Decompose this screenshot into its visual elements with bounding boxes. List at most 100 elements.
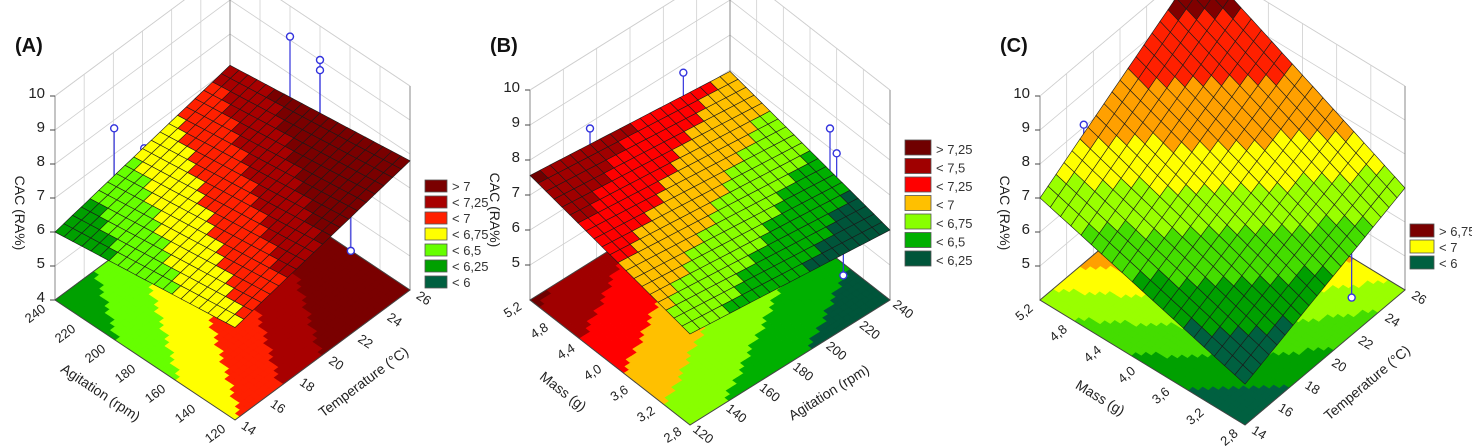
legend-label: < 6,25 xyxy=(936,253,973,268)
legend-label: < 6,75 xyxy=(452,227,489,242)
legend-swatch xyxy=(424,243,448,257)
y-tick-label: 220 xyxy=(857,317,883,342)
y-tick-label: 26 xyxy=(414,288,434,309)
legend: > 7,25< 7,5< 7,25< 7< 6,75< 6,5< 6,25 xyxy=(904,139,973,268)
z-tick-label: 5 xyxy=(37,255,45,272)
legend-swatch xyxy=(424,211,448,225)
wall-gridline-z xyxy=(529,0,891,91)
y-tick-label: 16 xyxy=(1276,400,1296,420)
y-axis-title: Temperature (°C) xyxy=(1321,342,1413,424)
y-tick-label: 24 xyxy=(1382,310,1402,330)
y-tick-label: 22 xyxy=(355,331,375,352)
y-tick-label: 16 xyxy=(268,396,288,417)
z-tick-label: 4 xyxy=(37,289,45,306)
z-tick-label: 10 xyxy=(503,79,520,96)
legend-label: < 6,5 xyxy=(936,235,965,250)
z-tick-label: 9 xyxy=(37,119,45,136)
legend-swatch xyxy=(424,259,448,273)
z-tick-label: 5 xyxy=(512,254,520,271)
y-tick-label: 14 xyxy=(239,418,259,439)
x-tick-label: 4,0 xyxy=(581,361,604,383)
response-surface xyxy=(529,71,891,335)
z-tick-label: 6 xyxy=(37,221,45,238)
legend-swatch xyxy=(904,232,932,248)
x-tick-label: 140 xyxy=(172,401,198,426)
design-point xyxy=(315,55,325,65)
surface-cell xyxy=(225,314,245,328)
x-tick-label: 2,8 xyxy=(661,424,684,446)
z-tick-label: 10 xyxy=(1013,85,1030,102)
z-tick-label: 8 xyxy=(1022,153,1030,170)
legend-label: < 7,5 xyxy=(936,161,965,176)
legend-swatch xyxy=(904,250,932,267)
legend: > 7< 7,25< 7< 6,75< 6,5< 6,25< 6 xyxy=(424,179,489,290)
legend-label: < 6 xyxy=(452,275,470,290)
y-tick-label: 22 xyxy=(1356,332,1376,352)
legend-label: > 7,25 xyxy=(936,142,973,157)
response-surface xyxy=(54,64,411,328)
y-tick-label: 180 xyxy=(790,359,816,384)
design-point xyxy=(285,32,295,41)
response-surface xyxy=(1039,0,1406,385)
legend-label: < 6,5 xyxy=(452,243,481,258)
z-tick-label: 6 xyxy=(512,219,520,236)
legend-swatch xyxy=(424,227,448,241)
legend-swatch xyxy=(904,195,932,211)
y-tick-label: 14 xyxy=(1249,422,1269,442)
x-tick-label: 180 xyxy=(112,361,138,386)
design-point xyxy=(839,271,848,280)
legend-label: < 7,25 xyxy=(452,195,489,210)
y-tick-label: 140 xyxy=(723,401,749,426)
y-tick-label: 20 xyxy=(326,353,346,374)
z-tick-label: 8 xyxy=(37,153,45,170)
wall-gridline-z xyxy=(529,0,891,91)
y-tick-label: 18 xyxy=(1302,377,1322,397)
x-axis-title: Mass (g) xyxy=(1073,377,1128,419)
y-tick-label: 26 xyxy=(1409,287,1429,307)
surface-cell xyxy=(681,320,701,335)
panel-label: (A) xyxy=(15,35,43,57)
z-tick-label: 9 xyxy=(1022,119,1030,136)
z-tick-label: 7 xyxy=(37,187,45,204)
x-tick-label: 3,6 xyxy=(1149,384,1172,407)
z-tick-label: 8 xyxy=(512,149,520,166)
design-point xyxy=(315,65,325,75)
design-point xyxy=(1079,120,1088,129)
design-point xyxy=(825,124,835,133)
y-tick-label: 240 xyxy=(890,296,916,321)
legend-swatch xyxy=(904,139,932,156)
z-axis: 4 5 6 7 8 9 10 CAC (RA%) xyxy=(12,85,55,306)
z-axis-title: CAC (RA%) xyxy=(12,176,28,251)
legend-label: > 7 xyxy=(452,179,470,194)
design-point xyxy=(346,246,356,256)
x-tick-label: 4,4 xyxy=(1081,342,1104,365)
design-point xyxy=(109,124,119,133)
x-tick-label: 5,2 xyxy=(1012,301,1035,324)
x-tick-label: 2,8 xyxy=(1217,426,1240,446)
x-tick-label: 4,8 xyxy=(1046,321,1069,344)
z-tick-label: 6 xyxy=(1022,221,1030,238)
y-tick-label: 18 xyxy=(297,374,317,395)
legend-swatch xyxy=(424,195,448,209)
legend-swatch xyxy=(424,275,448,289)
z-tick-label: 7 xyxy=(512,184,520,201)
legend-label: < 6,75 xyxy=(936,216,973,231)
panel-label: (B) xyxy=(490,35,518,57)
x-tick-label: 5,2 xyxy=(501,299,524,321)
legend-label: < 6,25 xyxy=(452,259,489,274)
z-axis-title: CAC (RA%) xyxy=(997,176,1013,251)
y-axis-title: Temperature (°C) xyxy=(315,343,411,420)
legend-swatch xyxy=(904,158,932,174)
panel-label: (C) xyxy=(1000,35,1028,57)
z-axis-title: CAC (RA%) xyxy=(487,173,503,248)
design-point xyxy=(832,149,841,158)
legend-label: < 7 xyxy=(936,198,954,213)
z-tick-label: 10 xyxy=(28,85,45,102)
x-tick-label: 4,8 xyxy=(528,319,551,341)
z-tick-label: 7 xyxy=(1022,187,1030,204)
